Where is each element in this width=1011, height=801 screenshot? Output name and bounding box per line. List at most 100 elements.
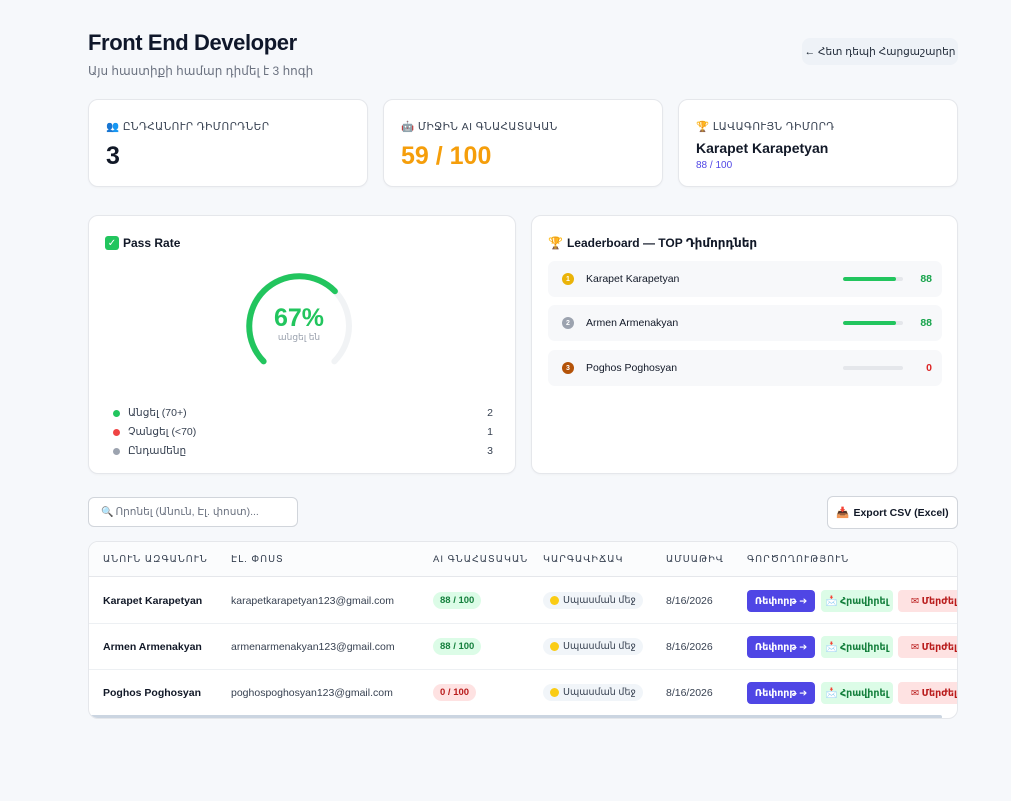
legend-total: Ընդամենը 3 [113, 443, 493, 459]
mail-icon: ✉ [911, 595, 919, 607]
green-dot-icon [113, 409, 120, 417]
candidate-email: karapetkarapetyan123@gmail.com [231, 595, 394, 607]
leaderboard-name: Karapet Karapetyan [586, 273, 680, 285]
status-badge: Սպասման մեջ [543, 684, 643, 701]
red-dot-icon [113, 428, 120, 436]
reject-button[interactable]: ✉ Մերժել [898, 636, 957, 658]
page-subtitle: Այս հաստիքի համար դիմել է 3 հոգի [88, 64, 314, 78]
page-title: Front End Developer [88, 30, 297, 55]
leaderboard-score: 88 [920, 317, 932, 329]
reject-button[interactable]: ✉ Մերժել [898, 682, 957, 704]
gold-medal-icon: 1 [562, 273, 574, 285]
table-header: ԱՆՈՒՆ ԱԶԳԱՆՈՒՆ ԷԼ. ՓՈՍՏ AI ԳՆԱՀԱՏԱԿԱՆ ԿԱ… [89, 542, 957, 577]
leaderboard-score: 88 [920, 273, 932, 285]
candidate-name: Karapet Karapetyan [103, 595, 203, 607]
pass-rate-percent: 67% [273, 304, 325, 332]
column-header-status: ԿԱՐԳԱՎԻՃԱԿ [543, 554, 624, 565]
leaderboard-panel: 🏆 Leaderboard — TOP Դիմորդներ 1 Karapet … [531, 215, 958, 474]
leaderboard-bar-fill [843, 321, 896, 325]
column-header-email: ԷԼ. ՓՈՍՏ [231, 554, 284, 565]
trophy-icon: 🏆 [696, 121, 710, 133]
reject-button[interactable]: ✉ Մերժել [898, 590, 957, 612]
search-box[interactable]: 🔍 [88, 497, 298, 527]
best-candidate-score: 88 / 100 [696, 160, 733, 171]
download-icon: 📥 [836, 507, 850, 519]
check-icon: ✓ [105, 236, 119, 250]
report-button[interactable]: Ռեփորթ ➔ [747, 590, 815, 612]
candidates-table: ԱՆՈՒՆ ԱԶԳԱՆՈՒՆ ԷԼ. ՓՈՍՏ AI ԳՆԱՀԱՏԱԿԱՆ ԿԱ… [88, 541, 958, 719]
invite-icon: 📩 [825, 687, 838, 699]
stat-label: 🤖 ՄԻՋԻՆ AI ԳՆԱՀԱՏԱԿԱՆ [401, 121, 558, 133]
pending-dot-icon [550, 596, 559, 605]
invite-button[interactable]: 📩 Հրավիրել [821, 590, 893, 612]
candidate-name: Poghos Poghosyan [103, 687, 202, 699]
legend-passed: Անցել (70+) 2 [113, 405, 493, 421]
legend-failed: Չանցել (<70) 1 [113, 424, 493, 440]
pass-rate-caption: անցել են [277, 332, 321, 342]
gauge-fill [246, 273, 338, 365]
applied-date: 8/16/2026 [666, 595, 713, 607]
status-badge: Սպասման մեջ [543, 592, 643, 609]
leaderboard-row: 1 Karapet Karapetyan 88 [548, 261, 942, 297]
silver-medal-icon: 2 [562, 317, 574, 329]
stat-card-average: 🤖 ՄԻՋԻՆ AI ԳՆԱՀԱՏԱԿԱՆ 59 / 100 [383, 99, 663, 187]
horizontal-scrollbar[interactable] [89, 715, 942, 718]
bronze-medal-icon: 3 [562, 362, 574, 374]
column-header-actions: ԳՈՐԾՈՂՈՒԹՅՈՒՆ [747, 554, 850, 565]
ai-score-badge: 0 / 100 [433, 684, 477, 701]
invite-button[interactable]: 📩 Հրավիրել [821, 636, 893, 658]
stat-label: 👥 ԸՆԴՀԱՆՈՒՐ ԴԻՄՈՐԴՆԵՐ [106, 121, 270, 133]
pass-rate-gauge: 67% անցել են [229, 266, 369, 386]
pending-dot-icon [550, 642, 559, 651]
mail-icon: ✉ [911, 687, 919, 699]
page-header: Front End Developer Այս հաստիքի համար դի… [88, 30, 313, 78]
trophy-icon: 🏆 [548, 236, 563, 250]
search-input[interactable] [115, 506, 286, 518]
leaderboard-row: 2 Armen Armenakyan 88 [548, 305, 942, 341]
mail-icon: ✉ [911, 641, 919, 653]
status-badge: Սպասման մեջ [543, 638, 643, 655]
pass-rate-title: ✓ Pass Rate [105, 236, 180, 250]
leaderboard-name: Armen Armenakyan [586, 317, 679, 329]
leaderboard-bar [843, 321, 903, 325]
column-header-name: ԱՆՈՒՆ ԱԶԳԱՆՈՒՆ [103, 554, 208, 565]
table-row: Poghos Poghosyan poghospoghosyan123@gmai… [89, 670, 957, 716]
stat-card-best: 🏆 ԼԱՎԱԳՈՒՅՆ ԴԻՄՈՐԴ Karapet Karapetyan 88… [678, 99, 958, 187]
leaderboard-bar [843, 277, 903, 281]
stat-card-total: 👥 ԸՆԴՀԱՆՈՒՐ ԴԻՄՈՐԴՆԵՐ 3 [88, 99, 368, 187]
gray-dot-icon [113, 447, 120, 455]
stat-value-average: 59 / 100 [401, 142, 492, 170]
candidate-email: armenarmenakyan123@gmail.com [231, 641, 395, 653]
candidate-name: Armen Armenakyan [103, 641, 202, 653]
leaderboard-bar-fill [843, 277, 896, 281]
table-row: Karapet Karapetyan karapetkarapetyan123@… [89, 578, 957, 624]
gauge-svg [246, 273, 352, 365]
invite-button[interactable]: 📩 Հրավիրել [821, 682, 893, 704]
stat-label: 🏆 ԼԱՎԱԳՈՒՅՆ ԴԻՄՈՐԴ [696, 121, 835, 133]
applied-date: 8/16/2026 [666, 641, 713, 653]
users-icon: 👥 [106, 121, 120, 133]
leaderboard-score: 0 [926, 362, 932, 374]
pending-dot-icon [550, 688, 559, 697]
leaderboard-bar [843, 366, 903, 370]
table-row: Armen Armenakyan armenarmenakyan123@gmai… [89, 624, 957, 670]
robot-icon: 🤖 [401, 121, 415, 133]
leaderboard-name: Poghos Poghosyan [586, 362, 678, 374]
search-icon: 🔍 [101, 506, 114, 518]
leaderboard-title: 🏆 Leaderboard — TOP Դիմորդներ [548, 236, 758, 250]
ai-score-badge: 88 / 100 [433, 592, 482, 609]
invite-icon: 📩 [825, 595, 838, 607]
report-button[interactable]: Ռեփորթ ➔ [747, 682, 815, 704]
export-csv-button[interactable]: 📥 Export CSV (Excel) [827, 496, 958, 529]
candidate-email: poghospoghosyan123@gmail.com [231, 687, 393, 699]
column-header-date: ԱՄՍԱԹԻՎ [666, 554, 724, 565]
stat-value-total: 3 [106, 142, 120, 170]
report-button[interactable]: Ռեփորթ ➔ [747, 636, 815, 658]
invite-icon: 📩 [825, 641, 838, 653]
applied-date: 8/16/2026 [666, 687, 713, 699]
best-candidate-name: Karapet Karapetyan [696, 140, 829, 156]
back-to-questionnaires-button[interactable]: ← Հետ դեպի Հարցաշարեր [802, 38, 958, 65]
ai-score-badge: 88 / 100 [433, 638, 482, 655]
leaderboard-row: 3 Poghos Poghosyan 0 [548, 350, 942, 386]
column-header-ai-score: AI ԳՆԱՀԱՏԱԿԱՆ [433, 554, 529, 565]
